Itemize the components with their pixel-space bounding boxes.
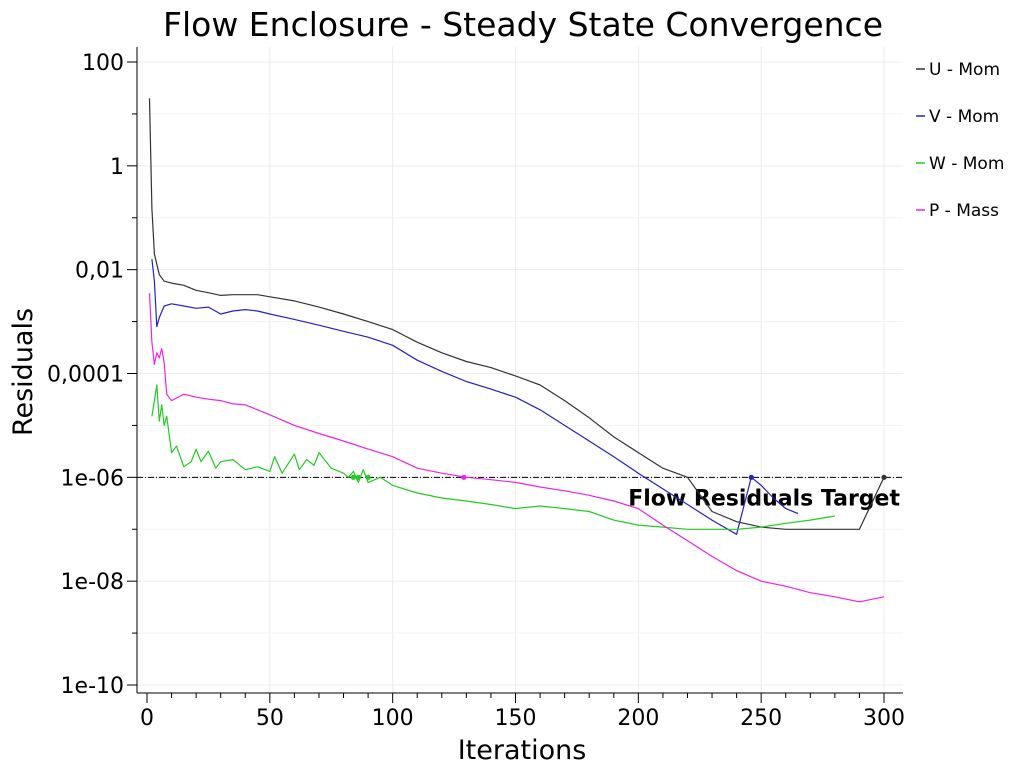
legend-label: P - Mass: [929, 201, 999, 221]
target-crossing-marker: [355, 474, 361, 480]
target-crossing-marker: [881, 474, 887, 480]
y-axis-label: Residuals: [8, 308, 39, 436]
x-tick-label: 150: [495, 706, 537, 731]
crossings-group: [350, 474, 887, 480]
y-tick-label: 1: [110, 155, 124, 180]
target-crossing-marker: [461, 474, 467, 480]
x-axis-label: Iterations: [458, 735, 587, 766]
x-tick-label: 250: [740, 706, 782, 731]
x-tick-label: 300: [863, 706, 905, 731]
series-line-p-mass: [148, 293, 885, 603]
x-tick-label: 50: [256, 706, 284, 731]
axes: 0 50 100 150 200 250 300 100 1 0,01 0,0001 1e-06 1e-…: [47, 47, 905, 731]
y-tick-label: 1e-06: [61, 466, 124, 491]
target-line-group: Flow Residuals Target: [137, 476, 903, 511]
series-line-v-mom: [151, 259, 799, 535]
target-crossing-marker: [748, 474, 754, 480]
y-tick-label: 100: [82, 51, 124, 76]
series-group: [148, 98, 885, 603]
x-tick-label: 0: [140, 706, 154, 731]
y-tick-label: 1e-10: [61, 674, 124, 699]
y-tick-label: 1e-08: [61, 570, 124, 595]
y-tick-label: 0,01: [75, 259, 124, 284]
chart-title: Flow Enclosure - Steady State Convergenc…: [163, 5, 883, 44]
legend: U - Mom V - Mom W - Mom P - Mass: [916, 60, 1004, 221]
series-line-w-mom: [151, 384, 835, 530]
target-crossing-marker: [365, 474, 371, 480]
target-crossing-marker: [350, 474, 356, 480]
grid: [137, 47, 903, 693]
legend-label: V - Mom: [929, 107, 999, 127]
legend-label: U - Mom: [929, 60, 1000, 80]
legend-label: W - Mom: [929, 154, 1004, 174]
y-tick-label: 0,0001: [47, 363, 124, 388]
target-label: Flow Residuals Target: [628, 486, 900, 511]
series-line-u-mom: [148, 98, 885, 530]
x-tick-label: 100: [372, 706, 414, 731]
x-tick-label: 200: [617, 706, 659, 731]
